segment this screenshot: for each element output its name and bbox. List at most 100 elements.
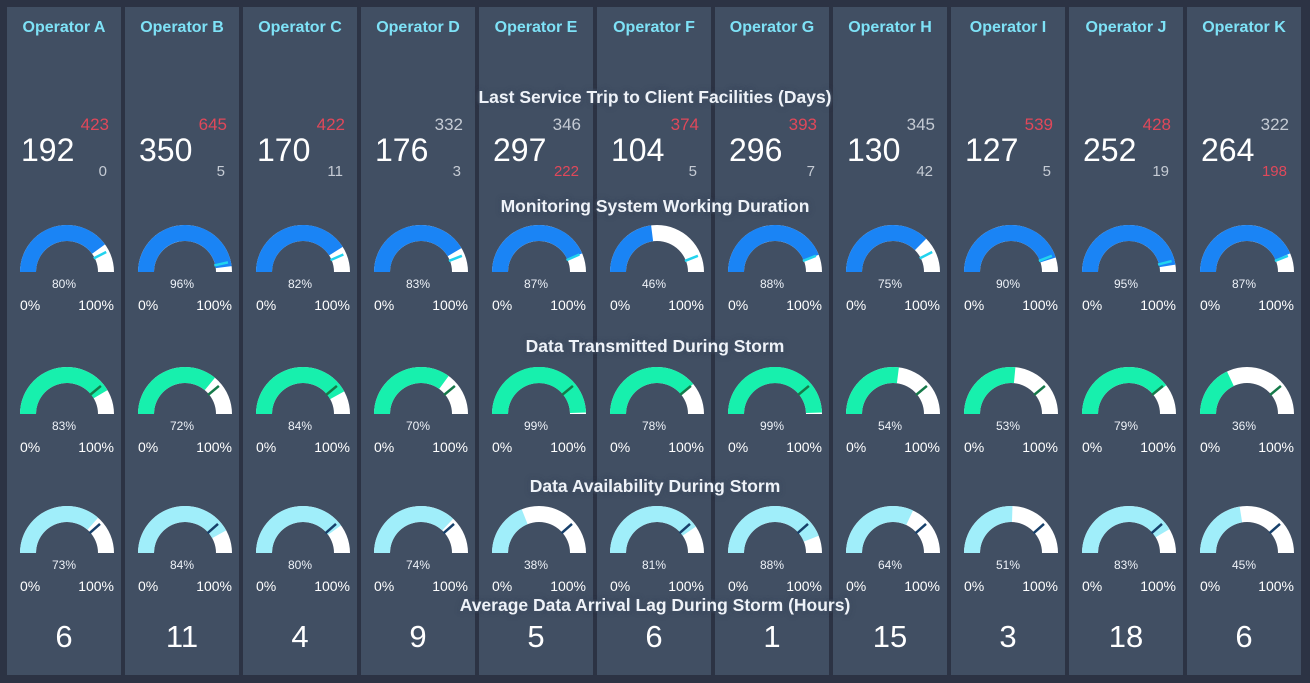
monitoring-gauge: 87% 0% 100% bbox=[1187, 225, 1301, 317]
gauge-fill bbox=[728, 367, 822, 414]
gauge-min-label: 0% bbox=[1200, 578, 1221, 594]
gauge-fill bbox=[846, 506, 914, 553]
trip-days-value: 130 bbox=[847, 132, 901, 168]
gauge-percent-label: 78% bbox=[641, 419, 667, 433]
operator-name: Operator K bbox=[1202, 19, 1286, 36]
gauge-min-label: 0% bbox=[1082, 439, 1103, 455]
availability-gauge: 45% 0% 100% bbox=[1187, 506, 1301, 598]
gauge-min-label: 0% bbox=[728, 297, 749, 313]
transmitted-gauge-arc bbox=[138, 367, 232, 414]
gauge-fill bbox=[20, 367, 108, 414]
gauge-max-label: 100% bbox=[1022, 439, 1058, 455]
operator-name: Operator F bbox=[613, 19, 695, 36]
gauge-max-label: 100% bbox=[786, 578, 822, 594]
gauge-target-marker bbox=[915, 384, 928, 396]
gauge-max-label: 100% bbox=[1022, 578, 1058, 594]
operator-column: Operator H 130 345 42 75% 0% 100% 54% 0% 100% 64% 0… bbox=[833, 7, 947, 675]
gauge-target-marker bbox=[93, 250, 107, 260]
gauge-target-marker bbox=[324, 522, 337, 535]
availability-gauge-arc bbox=[374, 506, 468, 553]
gauge-max-label: 100% bbox=[314, 439, 350, 455]
monitoring-gauge-arc bbox=[138, 225, 232, 272]
monitoring-gauge: 87% 0% 100% bbox=[479, 225, 593, 317]
gauge-fill bbox=[610, 367, 694, 414]
gauge-percent-label: 80% bbox=[51, 277, 77, 291]
gauge-min-label: 0% bbox=[374, 439, 395, 455]
gauge-fill bbox=[256, 367, 345, 414]
gauge-fill bbox=[374, 367, 449, 414]
gauge-percent-label: 87% bbox=[1231, 277, 1257, 291]
trip-days-upper: 322 bbox=[1260, 115, 1289, 134]
trip-days-lower: 198 bbox=[1261, 163, 1287, 180]
gauge-percent-label: 36% bbox=[1231, 419, 1257, 433]
monitoring-gauge: 83% 0% 100% bbox=[361, 225, 475, 317]
gauge-percent-label: 84% bbox=[169, 558, 195, 572]
gauge-percent-label: 38% bbox=[523, 558, 549, 572]
operator-column: Operator F 104 374 5 46% 0% 100% 78% 0% 100% 81% 0%… bbox=[597, 7, 711, 675]
availability-gauge-arc bbox=[846, 506, 940, 553]
availability-gauge-arc bbox=[492, 506, 586, 553]
gauge-percent-label: 75% bbox=[877, 277, 903, 291]
monitoring-gauge: 82% 0% 100% bbox=[243, 225, 357, 317]
trip-days-lower: 11 bbox=[327, 163, 343, 180]
availability-gauge-arc bbox=[1200, 506, 1294, 553]
gauge-max-label: 100% bbox=[786, 297, 822, 313]
trip-days-lower: 3 bbox=[452, 163, 461, 180]
arrival-lag-hours: 6 bbox=[645, 619, 663, 654]
trip-days-lower: 222 bbox=[553, 163, 579, 180]
gauge-max-label: 100% bbox=[786, 439, 822, 455]
gauge-fill bbox=[20, 225, 106, 272]
gauge-percent-label: 74% bbox=[405, 558, 431, 572]
gauge-min-label: 0% bbox=[138, 439, 159, 455]
trip-days-upper: 539 bbox=[1024, 115, 1053, 134]
gauge-percent-label: 84% bbox=[287, 419, 313, 433]
gauge-fill bbox=[138, 225, 232, 272]
gauge-max-label: 100% bbox=[1258, 439, 1294, 455]
gauge-fill bbox=[846, 367, 899, 414]
transmitted-gauge: 53% 0% 100% bbox=[951, 367, 1065, 459]
gauge-fill bbox=[374, 506, 454, 553]
gauge-min-label: 0% bbox=[610, 439, 631, 455]
operator-name: Operator A bbox=[22, 19, 106, 36]
monitoring-gauge: 88% 0% 100% bbox=[715, 225, 829, 317]
gauge-min-label: 0% bbox=[610, 297, 631, 313]
operator-name: Operator D bbox=[376, 19, 460, 36]
gauge-target-marker bbox=[1269, 384, 1282, 396]
trip-days-value: 350 bbox=[139, 132, 193, 168]
trip-days-value: 296 bbox=[729, 132, 783, 168]
operator-column: Operator J 252 428 19 95% 0% 100% 79% 0% 100% 83% 0… bbox=[1069, 7, 1183, 675]
gauge-fill bbox=[846, 225, 927, 272]
transmitted-gauge: 99% 0% 100% bbox=[479, 367, 593, 459]
transmitted-gauge-arc bbox=[846, 367, 940, 414]
trip-days-lower: 5 bbox=[688, 163, 697, 180]
gauge-percent-label: 80% bbox=[287, 558, 313, 572]
gauge-target-marker bbox=[89, 384, 102, 396]
trip-days-lower: 0 bbox=[98, 163, 107, 180]
trip-days-upper: 423 bbox=[80, 115, 109, 134]
gauge-percent-label: 83% bbox=[1113, 558, 1139, 572]
gauge-percent-label: 45% bbox=[1231, 558, 1257, 572]
gauge-max-label: 100% bbox=[904, 297, 940, 313]
gauge-max-label: 100% bbox=[1022, 297, 1058, 313]
gauge-target-marker bbox=[1157, 259, 1172, 266]
operator-column: Operator E 297 346 222 87% 0% 100% 99% 0% 100% 38%… bbox=[479, 7, 593, 675]
operator-name: Operator I bbox=[969, 19, 1047, 36]
gauge-fill bbox=[964, 225, 1056, 272]
transmitted-gauge-arc bbox=[492, 367, 586, 414]
transmitted-gauge: 83% 0% 100% bbox=[7, 367, 121, 459]
trip-days-upper: 332 bbox=[434, 115, 463, 134]
gauge-target-marker bbox=[1274, 254, 1289, 263]
availability-gauge: 80% 0% 100% bbox=[243, 506, 357, 598]
transmitted-gauge-arc bbox=[1082, 367, 1176, 414]
gauge-min-label: 0% bbox=[256, 578, 277, 594]
gauge-target-marker bbox=[561, 384, 574, 396]
gauge-target-marker bbox=[1268, 522, 1281, 535]
transmitted-gauge-arc bbox=[728, 367, 822, 414]
availability-gauge-arc bbox=[138, 506, 232, 553]
gauge-percent-label: 70% bbox=[405, 419, 431, 433]
gauge-target-marker bbox=[684, 254, 699, 263]
operator-column: Operator K 264 322 198 87% 0% 100% 36% 0% 100% 45%… bbox=[1187, 7, 1301, 675]
gauge-fill bbox=[728, 225, 819, 272]
gauge-target-marker bbox=[1038, 254, 1053, 263]
trip-days-upper: 374 bbox=[670, 115, 699, 134]
